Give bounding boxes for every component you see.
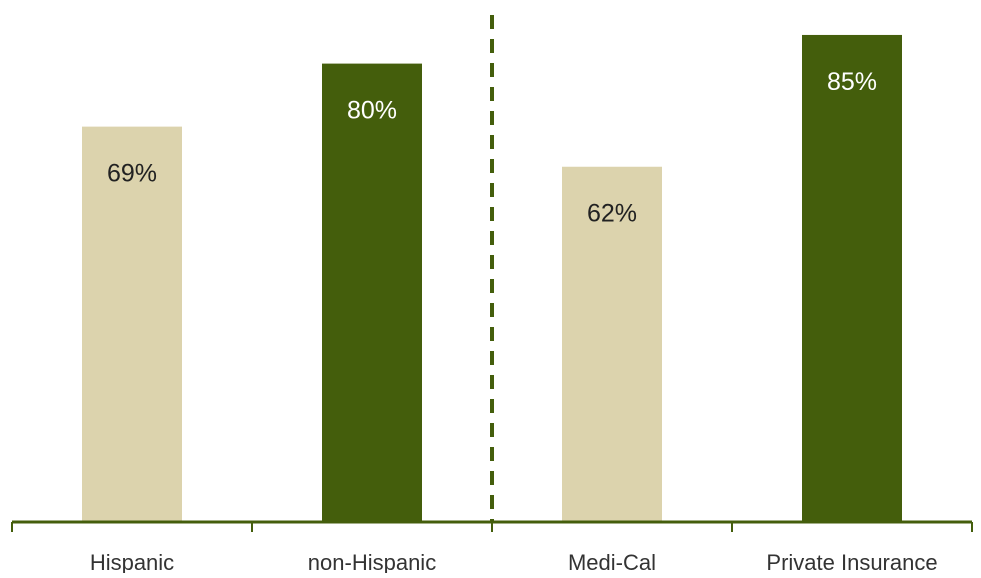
category-labels-layer: Hispanic non-Hispanic Medi-Cal Private Insu… — [90, 550, 938, 575]
bars-layer — [82, 34, 902, 523]
bar-non-hispanic — [322, 63, 422, 522]
data-label: 69% — [107, 160, 157, 188]
x-tick-label: non-Hispanic — [308, 550, 436, 573]
value-labels-layer: 69% 80% 62% 85% — [107, 68, 877, 228]
bar-medi-cal — [562, 166, 662, 523]
x-axis — [11, 15, 973, 532]
x-tick-label: Hispanic — [90, 550, 174, 573]
bar-private-insurance — [802, 34, 902, 522]
data-label: 85% — [827, 68, 877, 96]
data-label: 80% — [347, 97, 397, 125]
x-tick-label: Private Insurance — [766, 550, 937, 573]
bar-hispanic — [82, 126, 182, 522]
x-tick-label: Medi-Cal — [568, 550, 656, 573]
data-label: 62% — [587, 200, 637, 228]
